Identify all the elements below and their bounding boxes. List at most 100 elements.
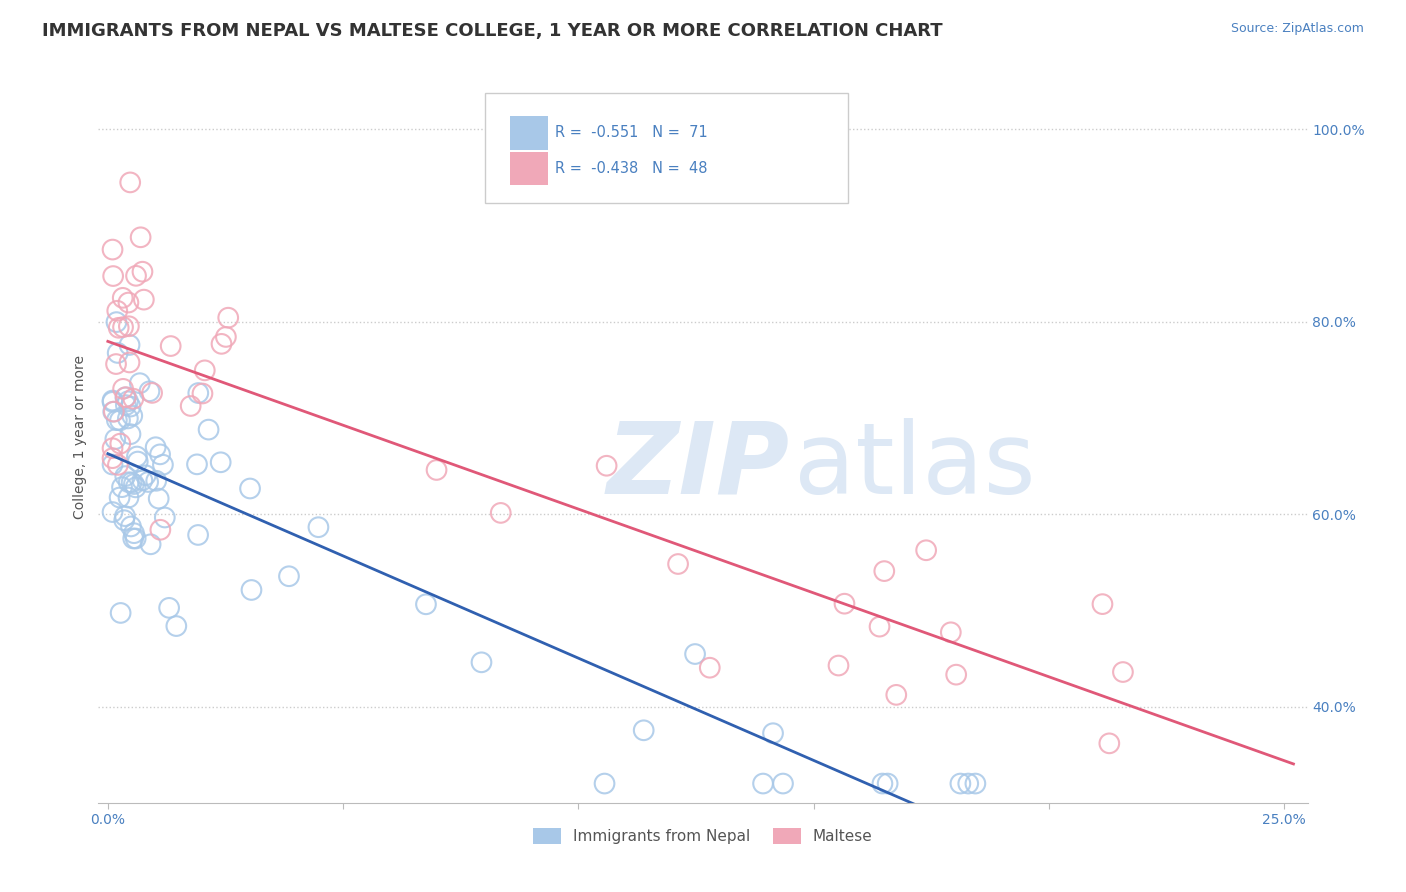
Point: [111, 291, 134, 305]
Point: [128, 376, 150, 391]
Point: [187, 386, 209, 401]
Point: [949, 776, 972, 790]
Point: [101, 451, 124, 466]
Point: [876, 776, 898, 790]
Point: [101, 393, 124, 408]
Point: [939, 625, 962, 640]
Point: [118, 355, 141, 369]
Point: [118, 319, 141, 334]
Point: [211, 336, 233, 351]
Point: [945, 667, 967, 681]
Point: [136, 475, 159, 489]
Point: [101, 458, 124, 472]
Text: R =  -0.438   N =  48: R = -0.438 N = 48: [555, 161, 709, 176]
Point: [105, 413, 128, 427]
FancyBboxPatch shape: [509, 116, 548, 150]
Point: [122, 392, 145, 406]
Point: [884, 688, 907, 702]
Point: [112, 320, 135, 334]
Point: [135, 468, 157, 483]
Point: [699, 661, 721, 675]
Point: [307, 520, 329, 534]
Point: [633, 723, 655, 738]
Point: [595, 458, 617, 473]
Point: [132, 293, 155, 307]
Point: [104, 432, 127, 446]
Point: [114, 390, 136, 404]
Point: [118, 475, 141, 490]
Point: [1091, 597, 1114, 611]
FancyBboxPatch shape: [485, 94, 848, 203]
Point: [121, 409, 143, 423]
Point: [101, 268, 124, 283]
Text: Source: ZipAtlas.com: Source: ZipAtlas.com: [1230, 22, 1364, 36]
Point: [666, 557, 689, 571]
Legend: Immigrants from Nepal, Maltese: Immigrants from Nepal, Maltese: [527, 822, 879, 850]
Point: [217, 310, 239, 325]
Point: [110, 436, 132, 450]
Point: [149, 523, 172, 537]
Point: [107, 458, 129, 472]
Point: [209, 455, 232, 469]
Point: [108, 491, 131, 505]
Text: R =  -0.551   N =  71: R = -0.551 N = 71: [555, 125, 709, 140]
Point: [101, 505, 124, 519]
Point: [125, 450, 148, 464]
Point: [965, 776, 987, 790]
Point: [869, 620, 891, 634]
Point: [107, 346, 129, 360]
Point: [415, 597, 437, 611]
Point: [101, 441, 124, 455]
Point: [489, 506, 512, 520]
Point: [127, 454, 149, 468]
Point: [470, 656, 492, 670]
Point: [129, 230, 152, 244]
Point: [180, 399, 202, 413]
Point: [148, 491, 170, 506]
Point: [120, 427, 142, 442]
Point: [957, 776, 980, 790]
Point: [114, 390, 136, 404]
Point: [125, 268, 148, 283]
Point: [111, 480, 134, 494]
Point: [125, 532, 148, 546]
Point: [186, 458, 208, 472]
Point: [112, 513, 135, 527]
Point: [197, 423, 219, 437]
Point: [239, 482, 262, 496]
Point: [873, 564, 896, 578]
Point: [122, 526, 145, 541]
Point: [278, 569, 301, 583]
Point: [145, 440, 167, 454]
Point: [593, 776, 616, 790]
Point: [114, 509, 136, 524]
Point: [194, 363, 217, 377]
Point: [141, 385, 163, 400]
Point: [112, 382, 135, 396]
Point: [191, 386, 214, 401]
Point: [683, 647, 706, 661]
Point: [105, 303, 128, 318]
Point: [752, 776, 775, 790]
Point: [105, 357, 128, 371]
Point: [139, 537, 162, 551]
Text: ZIP: ZIP: [606, 417, 789, 515]
Point: [153, 510, 176, 524]
Point: [101, 394, 124, 409]
Point: [103, 405, 125, 419]
Point: [159, 339, 181, 353]
Point: [101, 243, 124, 257]
Point: [145, 474, 167, 488]
Point: [118, 338, 141, 352]
Point: [117, 411, 139, 425]
Point: [122, 532, 145, 546]
Point: [165, 619, 187, 633]
Point: [1098, 736, 1121, 750]
Point: [772, 776, 794, 790]
Point: [872, 776, 894, 790]
Point: [110, 606, 132, 620]
Point: [115, 398, 138, 412]
Point: [425, 463, 447, 477]
Point: [131, 265, 153, 279]
Y-axis label: College, 1 year or more: College, 1 year or more: [73, 355, 87, 519]
